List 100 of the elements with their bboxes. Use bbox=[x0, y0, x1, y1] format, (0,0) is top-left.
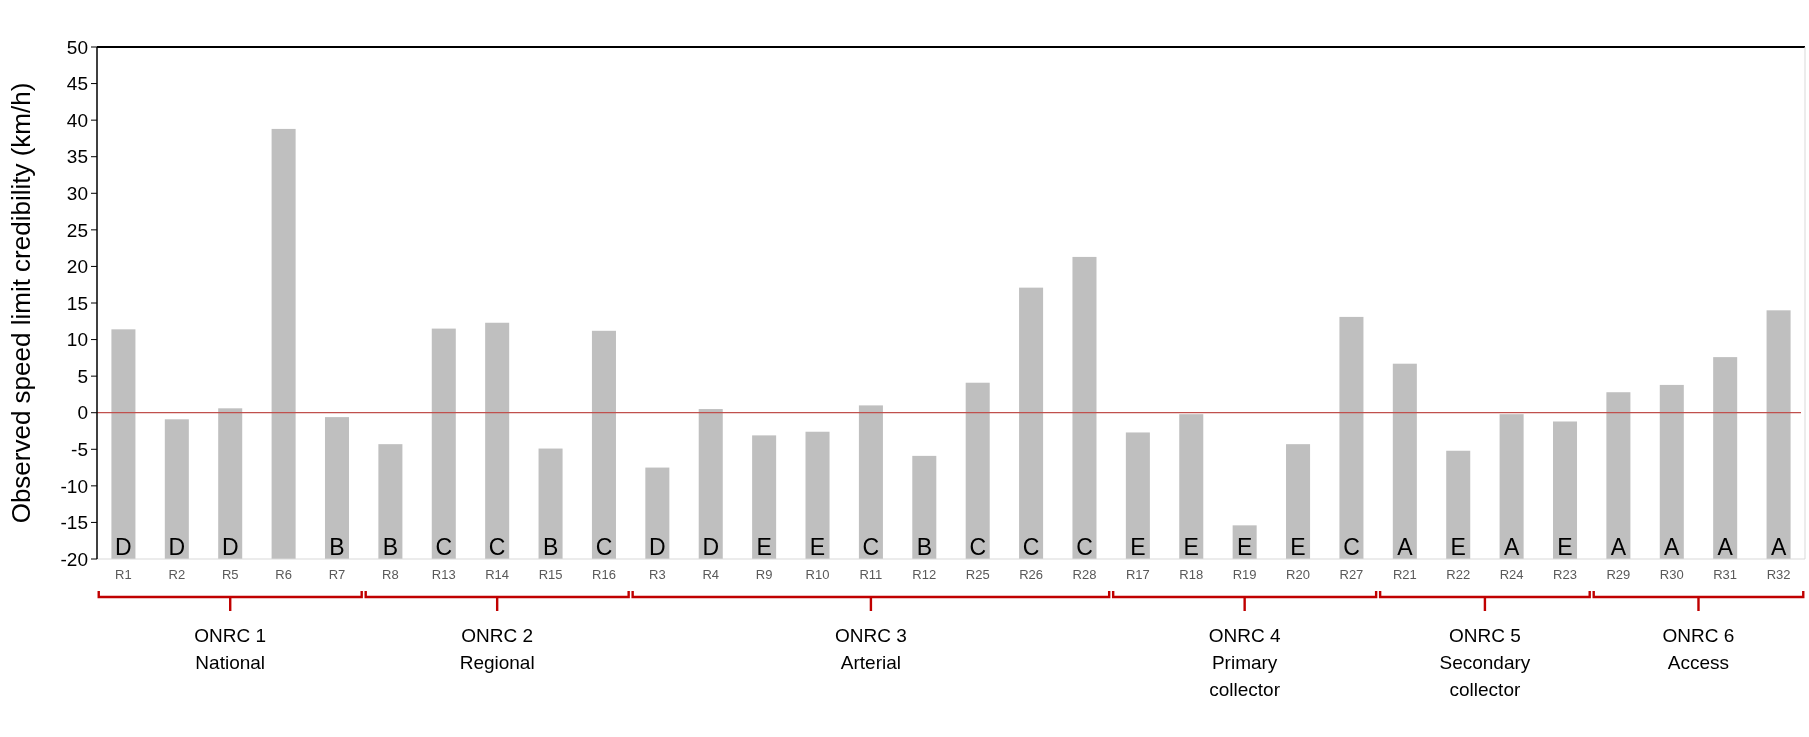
y-axis-title: Observed speed limit credibility (km/h) bbox=[6, 82, 36, 524]
data-label: C bbox=[488, 534, 506, 560]
data-label: C bbox=[595, 534, 613, 560]
bar bbox=[271, 128, 296, 559]
data-label: C bbox=[862, 534, 880, 560]
x-tick-label: R10 bbox=[805, 567, 830, 582]
data-label: E bbox=[756, 534, 772, 560]
data-label: B bbox=[329, 534, 345, 560]
bar bbox=[378, 444, 403, 559]
data-label: A bbox=[1717, 534, 1734, 560]
bar bbox=[1072, 256, 1097, 559]
data-label: A bbox=[1397, 534, 1414, 560]
x-tick-label: R22 bbox=[1446, 567, 1471, 582]
bar bbox=[1606, 392, 1631, 559]
data-label: E bbox=[1236, 534, 1253, 560]
bar bbox=[1499, 414, 1524, 559]
bar bbox=[1552, 421, 1578, 559]
text: ONRC 5 Secondary collector bbox=[1439, 625, 1531, 700]
data-label: A bbox=[1770, 534, 1787, 560]
x-tick-label: R14 bbox=[485, 567, 510, 582]
bar bbox=[1339, 316, 1364, 559]
y-tick-label: -20 bbox=[60, 548, 88, 570]
bar bbox=[1766, 310, 1791, 559]
x-tick-label: R11 bbox=[859, 567, 883, 582]
x-tick-label: R18 bbox=[1179, 567, 1204, 582]
x-tick-label: R12 bbox=[912, 567, 937, 582]
x-tick-label: R5 bbox=[221, 567, 239, 582]
data-label: E bbox=[1557, 534, 1573, 560]
bar bbox=[485, 322, 510, 559]
bar bbox=[645, 467, 670, 559]
bar bbox=[324, 417, 350, 559]
x-tick-label: R19 bbox=[1232, 567, 1257, 582]
data-label: E bbox=[1183, 534, 1199, 560]
text: ONRC 3 Arterial bbox=[835, 625, 907, 673]
x-tick-label: R27 bbox=[1339, 567, 1364, 582]
y-tick-label: -15 bbox=[60, 512, 88, 534]
y-tick-label: 30 bbox=[66, 182, 88, 204]
bar bbox=[591, 330, 616, 559]
bar bbox=[1659, 384, 1684, 559]
y-tick-label: 35 bbox=[66, 146, 88, 168]
data-label: A bbox=[1503, 534, 1520, 560]
data-label: D bbox=[649, 534, 666, 560]
data-label: E bbox=[1130, 534, 1146, 560]
bar bbox=[805, 431, 830, 559]
bar bbox=[1286, 444, 1311, 559]
x-tick-label: R25 bbox=[965, 567, 990, 582]
x-tick-label: R23 bbox=[1553, 567, 1577, 582]
x-tick-label: R32 bbox=[1766, 567, 1791, 582]
x-tick-label: R13 bbox=[431, 567, 456, 582]
x-tick-label: R6 bbox=[275, 567, 292, 582]
bar bbox=[698, 409, 723, 559]
x-tick-label: R28 bbox=[1072, 567, 1097, 582]
y-tick-label: 20 bbox=[66, 256, 88, 278]
x-tick-label: R4 bbox=[702, 567, 720, 582]
x-tick-label: R2 bbox=[168, 567, 186, 582]
x-tick-label: R24 bbox=[1499, 567, 1524, 582]
bar bbox=[218, 408, 243, 559]
y-tick-label: 5 bbox=[77, 365, 88, 387]
bar bbox=[1392, 363, 1417, 559]
x-tick-label: R3 bbox=[649, 567, 666, 582]
data-label: E bbox=[809, 534, 826, 560]
x-tick-label: R31 bbox=[1713, 567, 1738, 582]
text: ONRC 6 Access bbox=[1662, 625, 1735, 673]
bar bbox=[1125, 432, 1150, 559]
data-label: C bbox=[1022, 534, 1040, 560]
bar bbox=[1019, 287, 1044, 559]
y-tick-label: 45 bbox=[66, 73, 88, 95]
bar bbox=[431, 328, 456, 559]
x-tick-label: R15 bbox=[538, 567, 563, 582]
text: ONRC 2 Regional bbox=[459, 625, 535, 673]
x-tick-label: R17 bbox=[1125, 567, 1150, 582]
data-label: B bbox=[916, 534, 932, 560]
bar bbox=[111, 329, 136, 559]
y-tick-label: 0 bbox=[77, 402, 88, 424]
bar bbox=[1179, 414, 1204, 559]
text: ONRC 4 Primary collector bbox=[1208, 625, 1281, 700]
data-label: C bbox=[1076, 534, 1093, 560]
bar bbox=[965, 382, 990, 559]
data-label: A bbox=[1610, 534, 1627, 560]
data-label: C bbox=[435, 534, 453, 560]
bar bbox=[912, 455, 937, 559]
bar bbox=[1446, 450, 1471, 559]
x-tick-label: R30 bbox=[1659, 567, 1684, 582]
x-tick-label: R1 bbox=[115, 567, 132, 582]
data-label: B bbox=[542, 534, 559, 560]
data-label: D bbox=[221, 534, 239, 560]
x-tick-label: R29 bbox=[1606, 567, 1631, 582]
y-tick-label: -5 bbox=[71, 438, 88, 460]
data-label: D bbox=[115, 534, 132, 560]
bar bbox=[538, 448, 563, 559]
data-label: C bbox=[1343, 534, 1360, 560]
data-label: A bbox=[1664, 534, 1681, 560]
y-tick-label: 50 bbox=[66, 36, 88, 58]
x-tick-label: R21 bbox=[1392, 567, 1417, 582]
bar bbox=[752, 435, 777, 559]
bar bbox=[858, 405, 883, 559]
data-label: D bbox=[702, 534, 720, 560]
data-label: B bbox=[382, 534, 399, 560]
bar bbox=[1713, 357, 1738, 559]
x-tick-label: R8 bbox=[382, 567, 399, 582]
